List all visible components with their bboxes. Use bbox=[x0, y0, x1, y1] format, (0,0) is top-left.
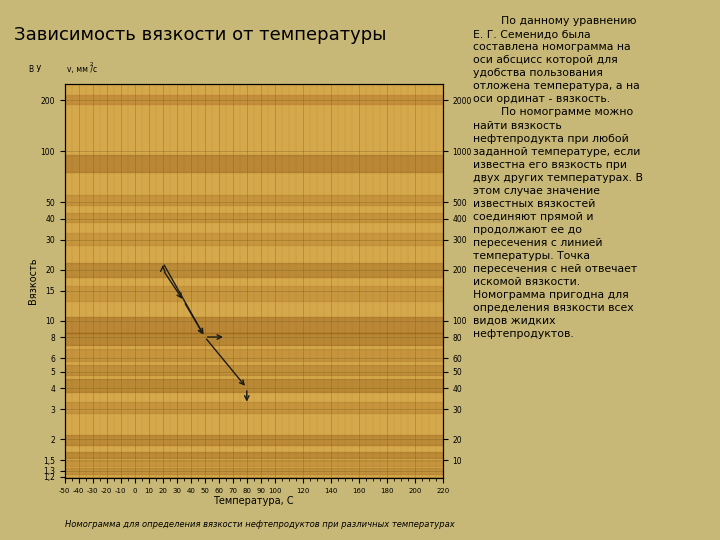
Bar bbox=[65, 349, 443, 361]
Bar bbox=[65, 364, 443, 375]
Y-axis label: Вязкость: Вязкость bbox=[28, 258, 37, 304]
Bar bbox=[65, 233, 443, 245]
Bar bbox=[65, 402, 443, 413]
Bar bbox=[65, 435, 443, 445]
Bar bbox=[65, 195, 443, 205]
Bar bbox=[65, 452, 443, 458]
X-axis label: Температура, С: Температура, С bbox=[214, 496, 294, 507]
Bar bbox=[65, 380, 443, 392]
Text: v, мм /с: v, мм /с bbox=[67, 65, 96, 74]
Text: Номограмма для определения вязкости нефтепродуктов при различных температурах: Номограмма для определения вязкости нефт… bbox=[65, 520, 454, 529]
Bar bbox=[65, 213, 443, 222]
Text: В У: В У bbox=[29, 65, 41, 74]
Bar bbox=[65, 155, 443, 172]
Bar bbox=[65, 333, 443, 345]
Text: Зависимость вязкости от температуры: Зависимость вязкости от температуры bbox=[14, 26, 386, 44]
Bar bbox=[65, 286, 443, 301]
Bar bbox=[65, 262, 443, 278]
Bar bbox=[65, 468, 443, 474]
Text: 2: 2 bbox=[89, 62, 93, 67]
Bar bbox=[65, 461, 443, 467]
Bar bbox=[65, 317, 443, 333]
Text: По данному уравнению
Е. Г. Семенидо была
составлена номограмма на
оси абсцисс ко: По данному уравнению Е. Г. Семенидо была… bbox=[473, 16, 643, 339]
Bar bbox=[65, 95, 443, 104]
